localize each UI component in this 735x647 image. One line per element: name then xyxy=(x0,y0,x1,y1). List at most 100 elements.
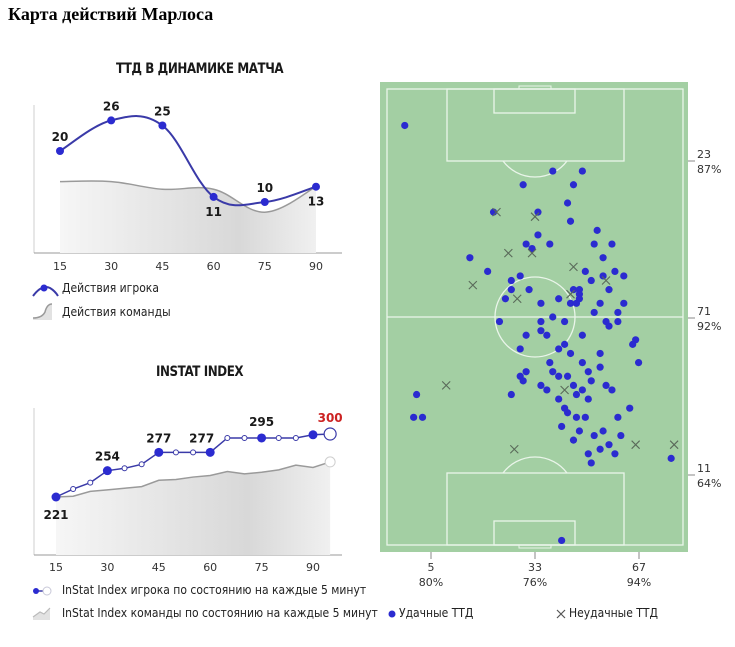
legend-unsuccessful: Неудачные ТТД xyxy=(569,606,658,620)
successful-action-dot xyxy=(522,240,530,248)
successful-action-dot xyxy=(546,240,554,248)
player-point xyxy=(209,192,218,201)
successful-action-dot xyxy=(507,276,515,285)
successful-action-dot xyxy=(549,167,557,175)
instat-chart-title: INSTAT INDEX xyxy=(156,364,244,380)
x-tick-label: 90 xyxy=(309,260,323,273)
successful-action-dot xyxy=(569,381,578,389)
x-tick-label: 45 xyxy=(152,561,166,574)
successful-action-dot xyxy=(611,450,619,458)
successful-legend-icon xyxy=(388,610,396,618)
y-mark-percent: 87% xyxy=(697,163,721,176)
successful-action-dot xyxy=(599,427,607,435)
successful-action-dot xyxy=(617,431,625,440)
successful-action-dot xyxy=(620,272,628,280)
successful-action-dot xyxy=(587,377,595,385)
x-tick-label: 45 xyxy=(155,260,169,273)
successful-action-dot xyxy=(543,331,551,339)
successful-action-dot xyxy=(575,295,584,303)
successful-action-dot xyxy=(596,363,604,371)
successful-action-dot xyxy=(522,368,530,376)
x-tick-label: 15 xyxy=(53,260,67,273)
successful-action-dot xyxy=(563,372,572,380)
successful-action-dot xyxy=(581,267,589,275)
team-area xyxy=(60,180,316,253)
player-point xyxy=(107,116,116,125)
successful-action-dot xyxy=(413,390,421,399)
successful-action-dot xyxy=(590,308,598,317)
successful-action-dot xyxy=(519,181,527,189)
successful-action-dot xyxy=(587,276,595,285)
successful-action-dot xyxy=(516,272,524,280)
player-minor-point xyxy=(87,479,94,486)
player-minor-point xyxy=(275,434,282,441)
successful-action-dot xyxy=(629,340,637,348)
unsuccessful-action-cross xyxy=(441,381,451,390)
y-mark-value: 11 xyxy=(697,462,711,475)
player-legend-icon xyxy=(32,284,59,297)
successful-action-dot xyxy=(569,286,578,294)
player-point xyxy=(102,466,112,476)
successful-action-dot xyxy=(534,231,542,239)
player-point xyxy=(257,433,267,443)
successful-action-dot xyxy=(599,272,607,280)
successful-action-dot xyxy=(519,377,527,385)
data-label: 25 xyxy=(154,105,171,119)
player-point xyxy=(312,182,320,191)
successful-action-dot xyxy=(667,454,675,462)
x-mark-percent: 80% xyxy=(419,576,443,589)
successful-action-dot xyxy=(590,240,598,248)
x-tick-label: 60 xyxy=(207,260,221,273)
successful-action-dot xyxy=(602,381,610,389)
y-mark-percent: 92% xyxy=(697,320,721,333)
unsuccessful-action-cross xyxy=(527,248,537,258)
team-line xyxy=(55,461,331,498)
x-tick-label: 60 xyxy=(203,561,217,574)
player-point xyxy=(51,492,61,502)
successful-action-dot xyxy=(522,331,530,339)
x-tick-label: 75 xyxy=(258,260,272,273)
player-point xyxy=(260,198,269,206)
successful-action-dot xyxy=(561,317,569,326)
successful-action-dot xyxy=(569,181,578,189)
data-label: 277 xyxy=(189,431,214,445)
successful-action-dot xyxy=(516,345,524,353)
instat-team-legend-icon xyxy=(32,607,51,620)
successful-action-dot xyxy=(549,368,557,376)
unsuccessful-action-cross xyxy=(492,207,501,217)
player-point xyxy=(154,447,164,457)
successful-action-dot xyxy=(507,390,515,399)
successful-action-dot xyxy=(537,317,545,326)
successful-action-dot xyxy=(584,368,592,376)
unsuccessful-action-cross xyxy=(569,262,578,272)
successful-action-dot xyxy=(605,286,613,294)
successful-action-dot xyxy=(466,254,474,262)
top-penalty-arc xyxy=(502,160,568,178)
successful-action-dot xyxy=(555,372,563,380)
successful-action-dot xyxy=(593,226,601,234)
player-minor-point xyxy=(292,434,299,441)
successful-action-dot xyxy=(590,431,598,440)
bottom-goal xyxy=(518,544,552,549)
y-mark-value: 23 xyxy=(697,148,711,161)
successful-action-dot xyxy=(555,345,563,353)
player-point xyxy=(56,147,64,155)
x-mark-value: 5 xyxy=(428,561,435,574)
x-mark-percent: 76% xyxy=(523,576,547,589)
player-minor-point xyxy=(70,486,77,493)
player-point xyxy=(308,430,318,440)
successful-action-dot xyxy=(501,295,509,303)
successful-action-dot xyxy=(596,349,604,358)
successful-action-dot xyxy=(614,317,622,326)
successful-action-dot xyxy=(566,349,575,358)
successful-action-dot xyxy=(614,308,622,317)
team-current-point xyxy=(324,456,336,468)
player-point xyxy=(205,447,215,457)
successful-action-dot xyxy=(584,450,592,458)
player-point xyxy=(158,121,167,130)
x-tick-label: 30 xyxy=(104,260,118,273)
data-label: 10 xyxy=(256,181,273,195)
team-legend-icon xyxy=(32,303,53,320)
